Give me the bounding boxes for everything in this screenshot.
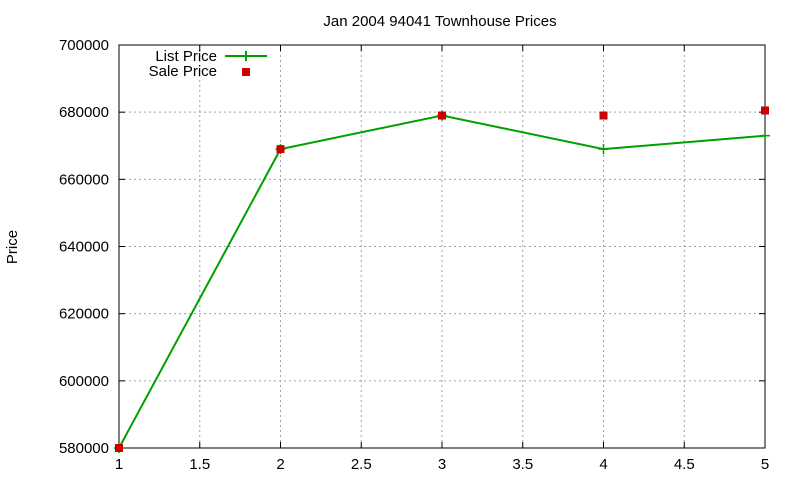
sale-price-marker: [761, 106, 769, 115]
y-tick-label: 640000: [59, 239, 109, 256]
y-tick-label: 700000: [59, 37, 109, 54]
x-tick-label: 1: [115, 456, 123, 473]
legend-sale-price-label: Sale Price: [149, 63, 217, 80]
y-tick-label: 600000: [59, 373, 109, 390]
y-axis-label: Price: [4, 230, 21, 264]
sale-price-marker: [438, 111, 446, 120]
sale-price-marker: [115, 444, 123, 452]
legend: List Price Sale Price: [149, 48, 267, 80]
x-tick-label: 4: [599, 456, 607, 473]
x-tick-label: 3: [438, 456, 446, 473]
axis-ticks: 1 1.5 2 2.5 3 3.5 4 4.5 5 580000 600000 620000 64000…: [59, 37, 769, 473]
x-tick-label: 5: [761, 456, 769, 473]
y-tick-label: 660000: [59, 171, 109, 188]
x-tick-label: 3.5: [512, 456, 533, 473]
grid-lines: [119, 45, 765, 448]
x-tick-label: 2: [276, 456, 284, 473]
sale-price-marker: [276, 145, 285, 154]
chart-title: Jan 2004 94041 Townhouse Prices: [323, 13, 556, 30]
x-tick-label: 4.5: [674, 456, 695, 473]
y-tick-label: 620000: [59, 306, 109, 323]
data-series: [114, 106, 770, 453]
y-tick-label: 580000: [59, 440, 109, 457]
legend-list-price-label: List Price: [155, 48, 217, 65]
x-tick-label: 1.5: [189, 456, 210, 473]
x-tick-label: 2.5: [351, 456, 372, 473]
legend-sale-price-marker-icon: [242, 68, 250, 76]
y-tick-label: 680000: [59, 104, 109, 121]
sale-price-marker: [599, 111, 608, 120]
